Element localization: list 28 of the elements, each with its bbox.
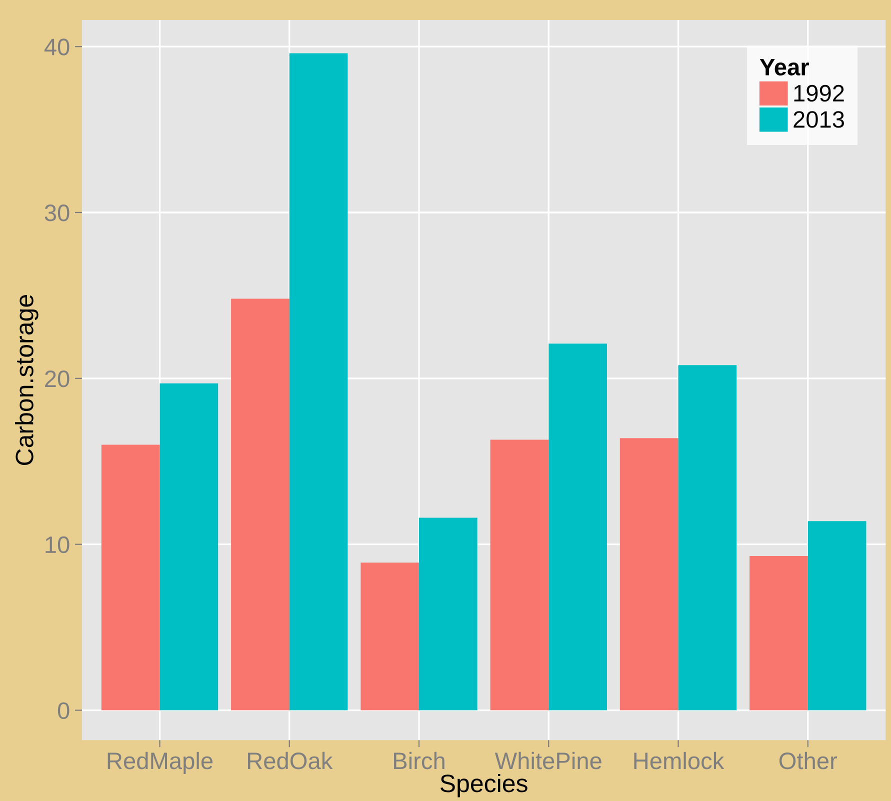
- bar: [750, 556, 808, 710]
- legend-label: 2013: [794, 111, 844, 128]
- y-tick-label: 0: [58, 702, 70, 720]
- y-axis-title: Carbon.storage: [15, 295, 38, 465]
- y-tick-label: 20: [45, 370, 70, 388]
- bar: [360, 562, 419, 710]
- bar: [490, 440, 549, 710]
- bar: [101, 444, 160, 710]
- bar: [160, 383, 218, 710]
- x-tick-label: RedMaple: [108, 752, 213, 774]
- x-tick-label: Birch: [394, 752, 444, 770]
- bar: [548, 344, 607, 710]
- legend-label: 1992: [794, 84, 844, 102]
- bar: [231, 298, 290, 710]
- y-tick-label: 40: [44, 38, 70, 56]
- y-tick-label: 30: [44, 204, 70, 222]
- bar: [808, 521, 866, 710]
- x-tick-label: WhitePine: [494, 752, 602, 770]
- legend-title: Year: [760, 59, 809, 76]
- x-tick-label: Other: [779, 752, 838, 770]
- x-tick-label: Hemlock: [634, 752, 724, 770]
- bar: [678, 365, 737, 710]
- bar: [289, 53, 348, 710]
- bar: [620, 438, 678, 710]
- y-tick-label: 10: [46, 536, 70, 554]
- x-axis-title: Species: [440, 774, 528, 798]
- x-tick-label: RedOak: [248, 752, 333, 770]
- bar: [419, 518, 478, 710]
